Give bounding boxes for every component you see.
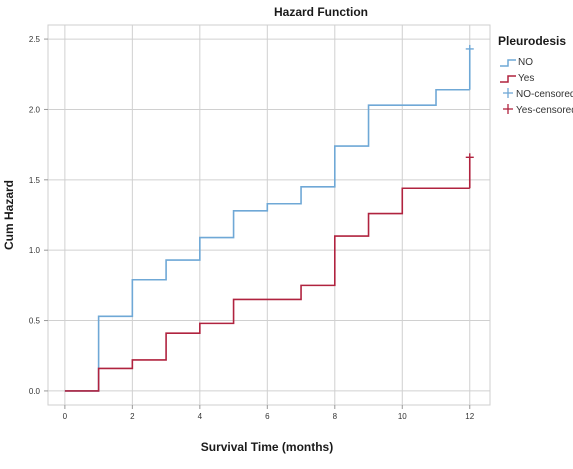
x-tick-label: 12 — [465, 412, 474, 421]
y-tick-label: 0.0 — [29, 387, 41, 396]
y-tick-label: 0.5 — [29, 317, 41, 326]
legend: Pleurodesis NO Yes NO-censored Yes-censo… — [498, 34, 573, 116]
series-line-yes — [64, 187, 470, 392]
x-tick-label: 6 — [265, 412, 270, 421]
legend-item-yes: Yes — [500, 73, 534, 84]
legend-item-no: NO — [500, 57, 533, 68]
legend-label-yes: Yes — [518, 73, 534, 84]
series-layer — [64, 44, 474, 392]
y-tick-label: 2.0 — [29, 105, 41, 114]
legend-item-yes-censored: Yes-censored — [503, 104, 573, 116]
chart-title: Hazard Function — [274, 5, 368, 19]
y-tick-label: 2.5 — [29, 35, 41, 44]
x-tick-label: 8 — [333, 412, 338, 421]
legend-swatch-yes — [500, 75, 516, 83]
legend-item-no-censored: NO-censored — [503, 88, 573, 100]
series-line-no — [64, 88, 470, 392]
x-tick-label: 10 — [398, 412, 407, 421]
x-axis-ticks: 0 2 4 6 8 10 12 — [63, 405, 475, 421]
legend-label-no: NO — [518, 57, 533, 68]
plot-frame — [47, 24, 491, 406]
legend-swatch-no — [500, 59, 516, 67]
x-tick-label: 2 — [130, 412, 135, 421]
x-tick-label: 4 — [198, 412, 203, 421]
legend-label-yes-censored: Yes-censored — [516, 105, 573, 116]
x-tick-label: 0 — [63, 412, 68, 421]
legend-label-no-censored: NO-censored — [516, 89, 573, 100]
grid — [48, 25, 490, 405]
y-axis-label: Cum Hazard — [2, 180, 16, 250]
x-axis-label: Survival Time (months) — [201, 440, 333, 454]
y-axis-ticks: 0.0 0.5 1.0 1.5 2.0 2.5 — [29, 35, 48, 396]
y-tick-label: 1.0 — [29, 246, 41, 255]
y-tick-label: 1.5 — [29, 176, 41, 185]
legend-title: Pleurodesis — [498, 34, 566, 48]
